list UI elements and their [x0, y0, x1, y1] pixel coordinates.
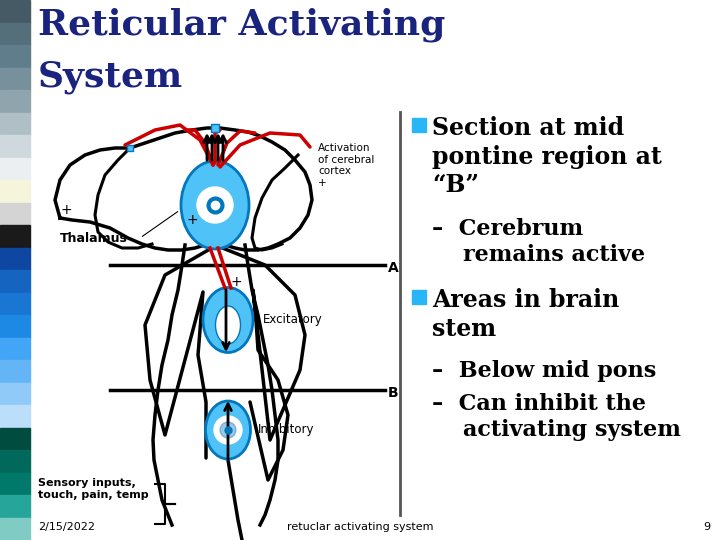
Bar	[0, 158, 30, 180]
Ellipse shape	[181, 161, 249, 249]
Bar	[0, 225, 30, 247]
Bar	[0, 202, 30, 225]
Bar	[0, 360, 30, 382]
Polygon shape	[55, 128, 312, 250]
Text: –  Cerebrum
    remains active: – Cerebrum remains active	[432, 218, 645, 266]
Bar	[0, 405, 30, 428]
Bar	[412, 118, 426, 132]
Ellipse shape	[215, 306, 240, 344]
Text: Areas in brain
stem: Areas in brain stem	[432, 288, 619, 341]
Text: Section at mid
pontine region at
“B”: Section at mid pontine region at “B”	[432, 116, 662, 198]
Bar	[0, 45, 30, 68]
Text: B: B	[388, 386, 399, 400]
Bar	[0, 495, 30, 517]
Bar	[0, 338, 30, 360]
Bar	[0, 112, 30, 135]
Text: Sensory inputs,
touch, pain, temp: Sensory inputs, touch, pain, temp	[38, 478, 148, 500]
Bar	[0, 382, 30, 405]
Text: Thalamus: Thalamus	[60, 232, 128, 245]
Bar	[0, 270, 30, 293]
Text: Inhibitory: Inhibitory	[258, 423, 315, 436]
Circle shape	[214, 416, 242, 444]
Bar	[0, 0, 30, 23]
Circle shape	[197, 187, 233, 223]
Bar	[0, 428, 30, 450]
Polygon shape	[153, 245, 278, 525]
Bar	[412, 290, 426, 304]
Text: –  Below mid pons: – Below mid pons	[432, 360, 656, 382]
Bar	[0, 90, 30, 112]
Ellipse shape	[203, 287, 253, 353]
Text: Excitatory: Excitatory	[263, 314, 323, 327]
Bar	[0, 247, 30, 270]
Bar	[0, 180, 30, 202]
Text: –  Can inhibit the
    activating system: – Can inhibit the activating system	[432, 393, 681, 441]
Bar	[0, 450, 30, 472]
Text: 9: 9	[703, 522, 710, 532]
Text: +: +	[60, 203, 71, 217]
Text: 2/15/2022: 2/15/2022	[38, 522, 95, 532]
Text: +: +	[187, 213, 199, 227]
Bar	[0, 315, 30, 338]
Bar	[0, 293, 30, 315]
Text: Reticular Activating: Reticular Activating	[38, 8, 446, 43]
Circle shape	[220, 422, 236, 438]
Bar	[0, 517, 30, 540]
Text: retuclar activating system: retuclar activating system	[287, 522, 433, 532]
Text: +: +	[231, 275, 243, 289]
Text: System: System	[38, 60, 184, 94]
Text: Activation
of cerebral
cortex
+: Activation of cerebral cortex +	[318, 143, 374, 188]
Bar	[0, 472, 30, 495]
Bar	[0, 23, 30, 45]
Bar	[0, 135, 30, 158]
Ellipse shape	[205, 401, 251, 459]
Bar	[0, 68, 30, 90]
Text: A: A	[388, 261, 399, 275]
